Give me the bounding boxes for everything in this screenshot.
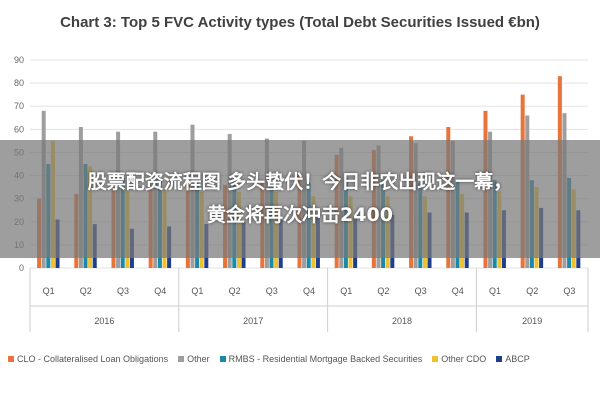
banner-text: 股票配资流程图 多头蛰伏！今日非农出现这一幕， 黄金将再次冲击2400 — [10, 166, 590, 232]
x-tick-label: Q3 — [117, 286, 129, 296]
year-label: 2018 — [392, 316, 412, 326]
x-tick-label: Q1 — [340, 286, 352, 296]
legend: CLO - Collateralised Loan Obligations Oth… — [8, 350, 598, 368]
x-tick-label: Q2 — [526, 286, 538, 296]
legend-label: RMBS - Residential Mortgage Backed Secur… — [228, 354, 423, 364]
legend-item: Other CDO — [432, 354, 486, 364]
legend-item: Other — [178, 354, 210, 364]
x-tick-label: Q4 — [452, 286, 464, 296]
legend-label: ABCP — [505, 354, 530, 364]
legend-label: Other — [187, 354, 210, 364]
y-tick-label: 80 — [14, 78, 24, 88]
x-tick-label: Q3 — [563, 286, 575, 296]
x-tick-label: Q1 — [191, 286, 203, 296]
x-tick-label: Q4 — [154, 286, 166, 296]
x-tick-label: Q1 — [43, 286, 55, 296]
x-tick-label: Q3 — [415, 286, 427, 296]
year-label: 2017 — [243, 316, 263, 326]
banner-overlay — [0, 140, 600, 258]
y-tick-label: 70 — [14, 101, 24, 111]
x-tick-label: Q4 — [303, 286, 315, 296]
legend-swatch — [178, 356, 185, 362]
legend-label: CLO - Collateralised Loan Obligations — [17, 354, 169, 364]
x-tick-label: Q1 — [489, 286, 501, 296]
banner-line-1: 股票配资流程图 多头蛰伏！今日非农出现这一幕， — [87, 171, 513, 193]
x-tick-label: Q2 — [229, 286, 241, 296]
y-tick-label: 0 — [19, 263, 24, 273]
legend-item: ABCP — [496, 354, 530, 364]
banner-line-2: 黄金将再次冲击2400 — [207, 204, 393, 226]
y-tick-label: 60 — [14, 124, 24, 134]
chart-title: Chart 3: Top 5 FVC Activity types (Total… — [60, 14, 540, 31]
x-tick-label: Q2 — [80, 286, 92, 296]
x-tick-label: Q3 — [266, 286, 278, 296]
legend-swatch — [496, 356, 503, 362]
year-label: 2016 — [94, 316, 114, 326]
legend-item: RMBS - Residential Mortgage Backed Secur… — [219, 354, 423, 364]
legend-swatch — [8, 356, 14, 362]
y-tick-label: 90 — [14, 55, 24, 65]
legend-swatch — [432, 356, 439, 362]
year-label: 2019 — [522, 316, 542, 326]
legend-swatch — [219, 356, 226, 362]
legend-item: CLO - Collateralised Loan Obligations — [8, 354, 168, 364]
legend-label: Other CDO — [441, 354, 487, 364]
x-tick-label: Q2 — [377, 286, 389, 296]
